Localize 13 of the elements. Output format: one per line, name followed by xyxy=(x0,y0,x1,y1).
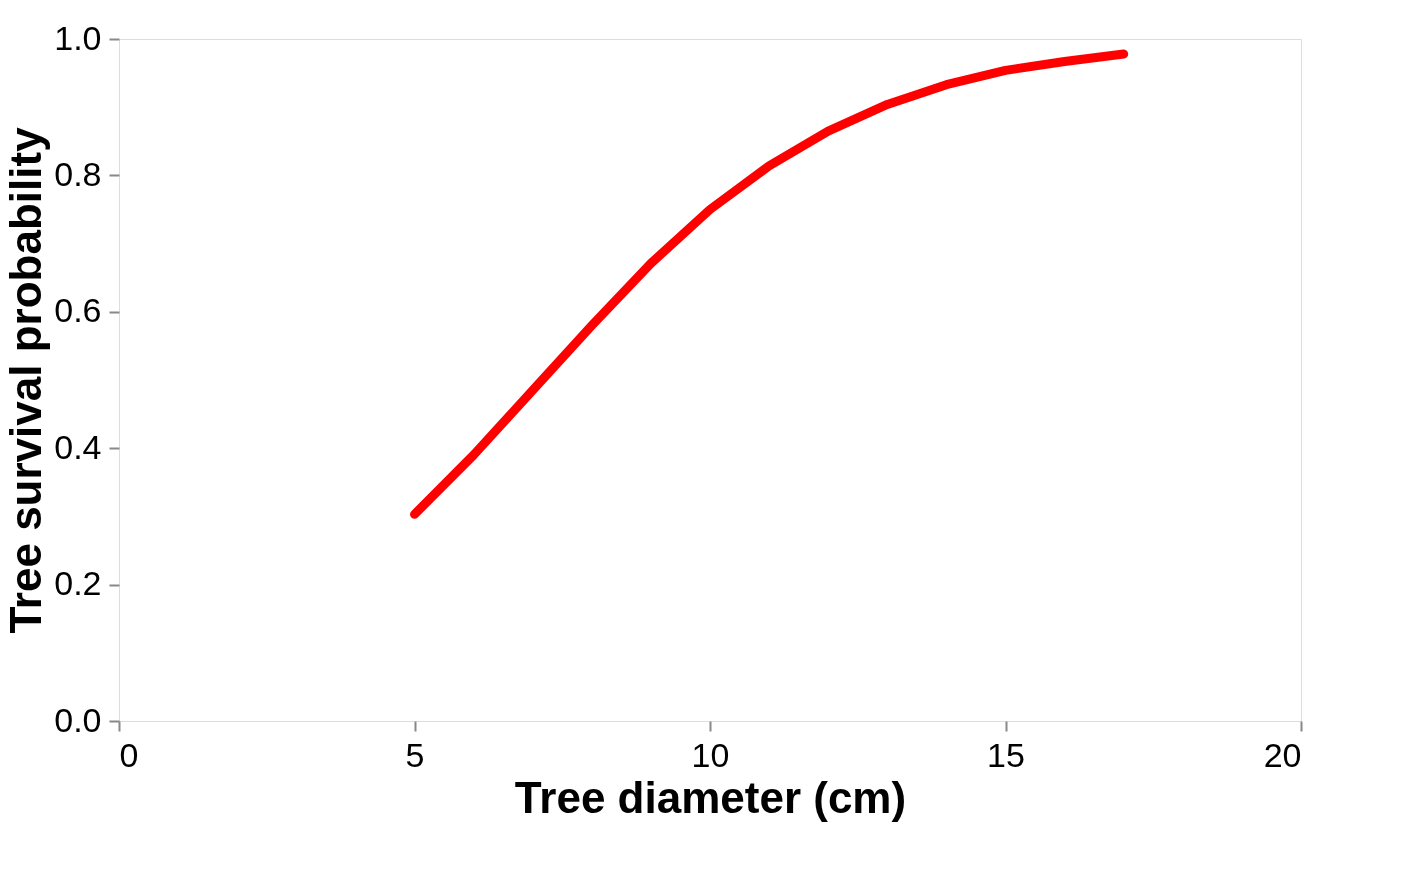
y-tick-label: 0.6 xyxy=(54,291,102,330)
x-tick-label: 10 xyxy=(691,735,730,774)
y-tick-label: 0.4 xyxy=(54,427,102,466)
x-tick-label: 5 xyxy=(405,735,425,774)
y-tick-label: 0.2 xyxy=(54,564,102,603)
y-axis-title: Tree survival probability xyxy=(1,126,51,634)
x-tick-label: 20 xyxy=(1263,735,1302,774)
x-axis-title: Tree diameter (cm) xyxy=(514,772,907,822)
x-tick-label: 15 xyxy=(987,735,1025,774)
y-tick-label: 0.0 xyxy=(54,700,102,739)
y-tick-label: 0.8 xyxy=(54,154,102,193)
y-tick-label: 1.0 xyxy=(54,18,102,57)
x-tick-label: 0 xyxy=(119,735,139,774)
